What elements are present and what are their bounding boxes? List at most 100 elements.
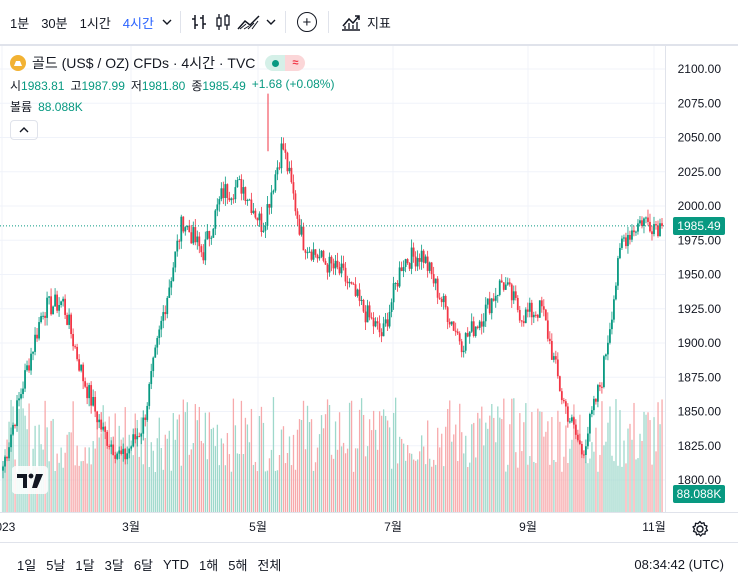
candle-body — [58, 304, 60, 311]
range-1m[interactable]: 1달 — [75, 557, 95, 573]
candles-icon[interactable] — [211, 8, 235, 36]
tradingview-logo[interactable] — [12, 466, 48, 494]
range-ytd[interactable]: YTD — [163, 556, 190, 572]
candle-body — [32, 351, 34, 354]
candle-body — [410, 247, 413, 269]
candle-body — [570, 417, 573, 422]
price-chart[interactable]: 1800.00 1825.00 1850.00 1875.00 1900.00 1925.… — [0, 46, 738, 542]
volume-bar — [80, 461, 82, 512]
candle-body — [584, 446, 587, 456]
utc-clock[interactable]: 08:34:42 (UTC) — [634, 556, 724, 572]
volume-bar — [308, 422, 311, 512]
volume-bar — [615, 399, 617, 512]
volume-bar — [6, 439, 8, 512]
interval-4h[interactable]: 4시간 — [122, 15, 154, 31]
volume-bar — [316, 447, 319, 512]
candle-body — [312, 249, 315, 260]
volume-bar — [475, 457, 477, 512]
candle-body — [480, 321, 483, 327]
candle-body — [118, 450, 121, 454]
time-tick-label: 3월 — [122, 520, 140, 534]
volume-bar — [186, 402, 188, 512]
volume-bar — [164, 434, 166, 512]
candle-body — [366, 305, 369, 323]
volume-bar — [597, 471, 599, 512]
volume-bar — [338, 412, 341, 512]
candle-body — [446, 307, 449, 322]
range-5y[interactable]: 5해 — [228, 557, 248, 573]
candle-body — [140, 433, 143, 437]
area-icon[interactable] — [235, 8, 263, 36]
candle-body — [586, 433, 589, 447]
add-compare-icon[interactable]: + — [292, 8, 322, 36]
candle-body — [362, 299, 365, 312]
candle-body — [42, 315, 44, 317]
volume-bar — [20, 397, 22, 512]
candle-body — [440, 298, 443, 303]
price-tick-label: 1950.00 — [678, 268, 722, 282]
candle-body — [462, 350, 465, 353]
volume-bar — [545, 431, 547, 512]
candle-body — [574, 424, 577, 435]
indicators-button[interactable]: 지표 — [335, 13, 397, 32]
candle-body — [262, 230, 265, 233]
high-label: 고 — [70, 79, 82, 93]
volume-bar — [382, 409, 385, 512]
volume-bar — [613, 461, 615, 512]
range-1y[interactable]: 1해 — [199, 557, 219, 573]
time-tick-label: 2023 — [0, 520, 16, 534]
volume-bar — [328, 404, 331, 512]
bar-style-icon[interactable] — [187, 8, 211, 36]
interval-1h[interactable]: 1시간 — [79, 15, 111, 31]
interval-chevron-icon[interactable] — [160, 8, 174, 36]
candle-body — [544, 309, 547, 321]
volume-bar — [304, 449, 307, 512]
candle-body — [400, 267, 403, 272]
candle-body — [450, 321, 453, 325]
candle-body — [72, 334, 75, 347]
volume-bar — [601, 401, 603, 512]
volume-bar — [96, 410, 98, 512]
candle-body — [282, 143, 285, 150]
candle-body — [232, 198, 235, 200]
chart-type-chevron-icon[interactable] — [263, 8, 279, 36]
candle-body — [478, 321, 481, 328]
candle-body — [136, 436, 139, 440]
bottom-toolbar: 1일 5날 1달 3달 6달 YTD 1해 5해 전체 08:34:42 (UT… — [0, 542, 738, 585]
candle-body — [78, 359, 81, 371]
candle-body — [390, 302, 393, 312]
volume-bar — [2, 465, 4, 512]
interval-30m[interactable]: 30분 — [41, 15, 68, 31]
collapse-legend-button[interactable] — [10, 120, 38, 140]
range-5d[interactable]: 5날 — [46, 557, 66, 573]
candle-body — [112, 444, 115, 456]
volume-bar — [529, 456, 531, 512]
range-all[interactable]: 전체 — [257, 557, 282, 573]
volume-bar — [372, 410, 375, 512]
volume-bar — [126, 463, 128, 512]
volume-bar — [431, 466, 433, 512]
candle-body — [264, 225, 267, 231]
candle-body — [468, 331, 471, 337]
volume-bar — [266, 470, 269, 512]
ohlc-values: 시1983.81 고1987.99 저1981.80 종1985.49 +1.6… — [10, 77, 334, 94]
symbol-title[interactable]: 골드 (US$ / OZ) CFDs · 4시간 · TVC ≈ — [10, 53, 334, 73]
volume-bar — [10, 399, 12, 512]
price-tick-label: 1850.00 — [678, 405, 722, 419]
range-6m[interactable]: 6달 — [133, 557, 154, 573]
candle-body — [348, 282, 351, 284]
range-3m[interactable]: 3달 — [104, 557, 124, 573]
candle-body — [326, 264, 329, 273]
gear-icon[interactable] — [691, 520, 709, 538]
candle-body — [601, 386, 603, 388]
candle-body — [615, 285, 617, 300]
market-status-badge[interactable]: ≈ — [265, 55, 306, 71]
volume-bar — [565, 425, 567, 512]
volume-bar — [272, 397, 275, 512]
range-1d[interactable]: 1일 — [17, 557, 37, 573]
volume-bar — [567, 463, 569, 512]
interval-1m[interactable]: 1분 — [10, 15, 30, 31]
volume-bar — [368, 419, 371, 512]
candle-body — [494, 295, 497, 301]
candle-body — [196, 236, 199, 243]
